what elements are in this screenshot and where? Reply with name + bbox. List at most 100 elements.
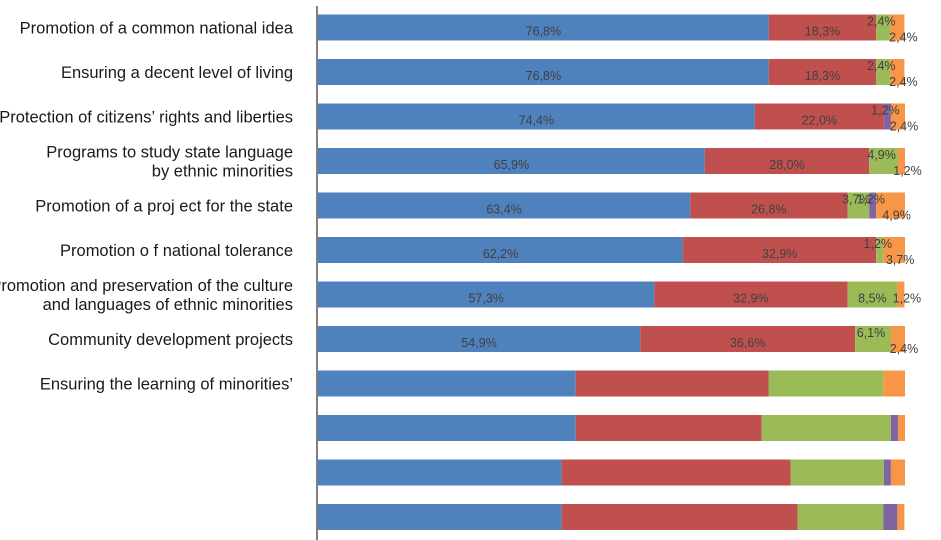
- category-label: and languages of ethnic minorities: [43, 296, 293, 314]
- data-label: 6,1%: [857, 326, 886, 340]
- bar-segment-orange: [890, 326, 905, 352]
- bar-segment-purple: [883, 504, 898, 530]
- bar-segment-green: [768, 370, 884, 397]
- bar-segment-orange: [876, 192, 905, 219]
- bar-segment-blue: [318, 415, 576, 441]
- data-label: 2,4%: [867, 59, 896, 73]
- data-label: 28,0%: [769, 158, 804, 172]
- bar-segment-green: [847, 281, 898, 308]
- bar-segment-blue: [318, 192, 691, 219]
- bar-segment-blue: [318, 281, 655, 308]
- bar-segment-green: [797, 504, 884, 530]
- bar-segment-green: [876, 59, 891, 85]
- data-label: 1,2%: [856, 193, 885, 207]
- bar-segment-orange: [883, 237, 905, 263]
- bar-segment-red: [754, 103, 884, 130]
- bar-segment-red: [768, 14, 877, 41]
- data-label: 4,9%: [882, 209, 911, 223]
- data-label: 2,4%: [890, 120, 919, 134]
- category-label: Community development projects: [48, 331, 293, 349]
- bar-segment-red: [683, 237, 877, 263]
- bar-segment-green: [790, 459, 884, 486]
- bar-segment-red: [575, 415, 762, 441]
- bar-segment-red: [561, 459, 791, 486]
- bar-segment-blue: [318, 59, 769, 85]
- data-label: 2,4%: [867, 15, 896, 29]
- bar-segment-blue: [318, 326, 641, 352]
- bar-segment-orange: [890, 59, 905, 85]
- bar-segment-red: [768, 59, 877, 85]
- category-label: Protection of citizens’ rights and liber…: [0, 109, 293, 127]
- bar-segment-red: [690, 192, 848, 219]
- data-label: 2,4%: [889, 75, 918, 89]
- bar-segment-blue: [318, 14, 769, 41]
- bar-segment-orange: [897, 148, 905, 174]
- bar-segment-orange: [897, 504, 905, 530]
- data-label: 4,9%: [867, 148, 896, 162]
- data-label: 3,7%: [886, 253, 915, 267]
- category-label: Promotion and preservation of the cultur…: [0, 277, 293, 295]
- bar-segment-green: [761, 415, 891, 441]
- data-label: 54,9%: [461, 336, 496, 350]
- bar-segment-orange: [897, 415, 905, 441]
- bar-segment-green: [876, 14, 891, 41]
- bar-segment-green: [869, 148, 898, 174]
- bar-segment-blue: [318, 237, 684, 263]
- bar-segment-purple: [883, 103, 891, 130]
- bar-segment-blue: [318, 148, 705, 174]
- bar-segment-green: [876, 237, 884, 263]
- bar-segment-purple: [883, 459, 891, 486]
- category-label: Ensuring the learning of minorities’: [40, 376, 293, 394]
- bar-segment-blue: [318, 459, 562, 486]
- data-label: 74,4%: [519, 114, 554, 128]
- data-label: 18,3%: [805, 25, 840, 39]
- bar-segment-blue: [318, 370, 576, 397]
- category-label: Promotion o f national tolerance: [60, 242, 293, 260]
- data-label: 1,2%: [893, 292, 922, 306]
- bar-segment-orange: [890, 459, 905, 486]
- category-labels-layer: Promotion of a common national idea Ensur…: [0, 20, 294, 394]
- bar-segment-blue: [318, 504, 562, 530]
- category-label: Programs to study state language: [46, 144, 293, 162]
- data-label: 36,6%: [730, 336, 765, 350]
- data-label: 32,9%: [762, 247, 797, 261]
- data-label: 76,8%: [526, 25, 561, 39]
- bar-segment-blue: [318, 103, 755, 130]
- data-label: 32,9%: [733, 292, 768, 306]
- data-label: 65,9%: [494, 158, 529, 172]
- data-label: 26,8%: [751, 203, 786, 217]
- bar-segment-purple: [890, 415, 898, 441]
- bar-segment-green: [855, 326, 891, 352]
- data-label: 1,2%: [893, 164, 922, 178]
- bar-segment-red: [640, 326, 856, 352]
- category-label: Ensuring a decent level of living: [61, 64, 293, 82]
- data-label: 1,2%: [864, 237, 893, 251]
- bar-segment-green: [847, 192, 870, 219]
- bar-segment-red: [654, 281, 848, 308]
- data-label: 3,7%: [842, 193, 871, 207]
- data-label: 8,5%: [858, 292, 887, 306]
- data-label: 76,8%: [526, 69, 561, 83]
- bar-segment-purple: [869, 192, 877, 219]
- data-labels-layer: 76,8% 18,3% 2,4% 2,4% 76,8% 18,3% 2,4% 2,4% 74,4…: [461, 15, 921, 357]
- category-label: Promotion of a proj ect for the state: [35, 198, 293, 216]
- category-label: by ethnic minorities: [152, 163, 293, 181]
- bar-segment-red: [704, 148, 870, 174]
- data-label: 57,3%: [468, 292, 503, 306]
- bar-segment-orange: [890, 14, 905, 41]
- data-label: 18,3%: [805, 69, 840, 83]
- bar-segment-orange: [890, 103, 905, 130]
- data-label: 22,0%: [802, 114, 837, 128]
- bar-segment-orange: [897, 281, 905, 308]
- bars-layer: [318, 14, 905, 530]
- bar-segment-orange: [883, 370, 905, 397]
- data-label: 1,2%: [871, 104, 900, 118]
- category-label: Promotion of a common national idea: [20, 20, 294, 38]
- data-label: 2,4%: [890, 342, 919, 356]
- bar-segment-red: [575, 370, 769, 397]
- data-label: 62,2%: [483, 247, 518, 261]
- bar-segment-red: [561, 504, 798, 530]
- data-label: 63,4%: [486, 203, 521, 217]
- data-label: 2,4%: [889, 31, 918, 45]
